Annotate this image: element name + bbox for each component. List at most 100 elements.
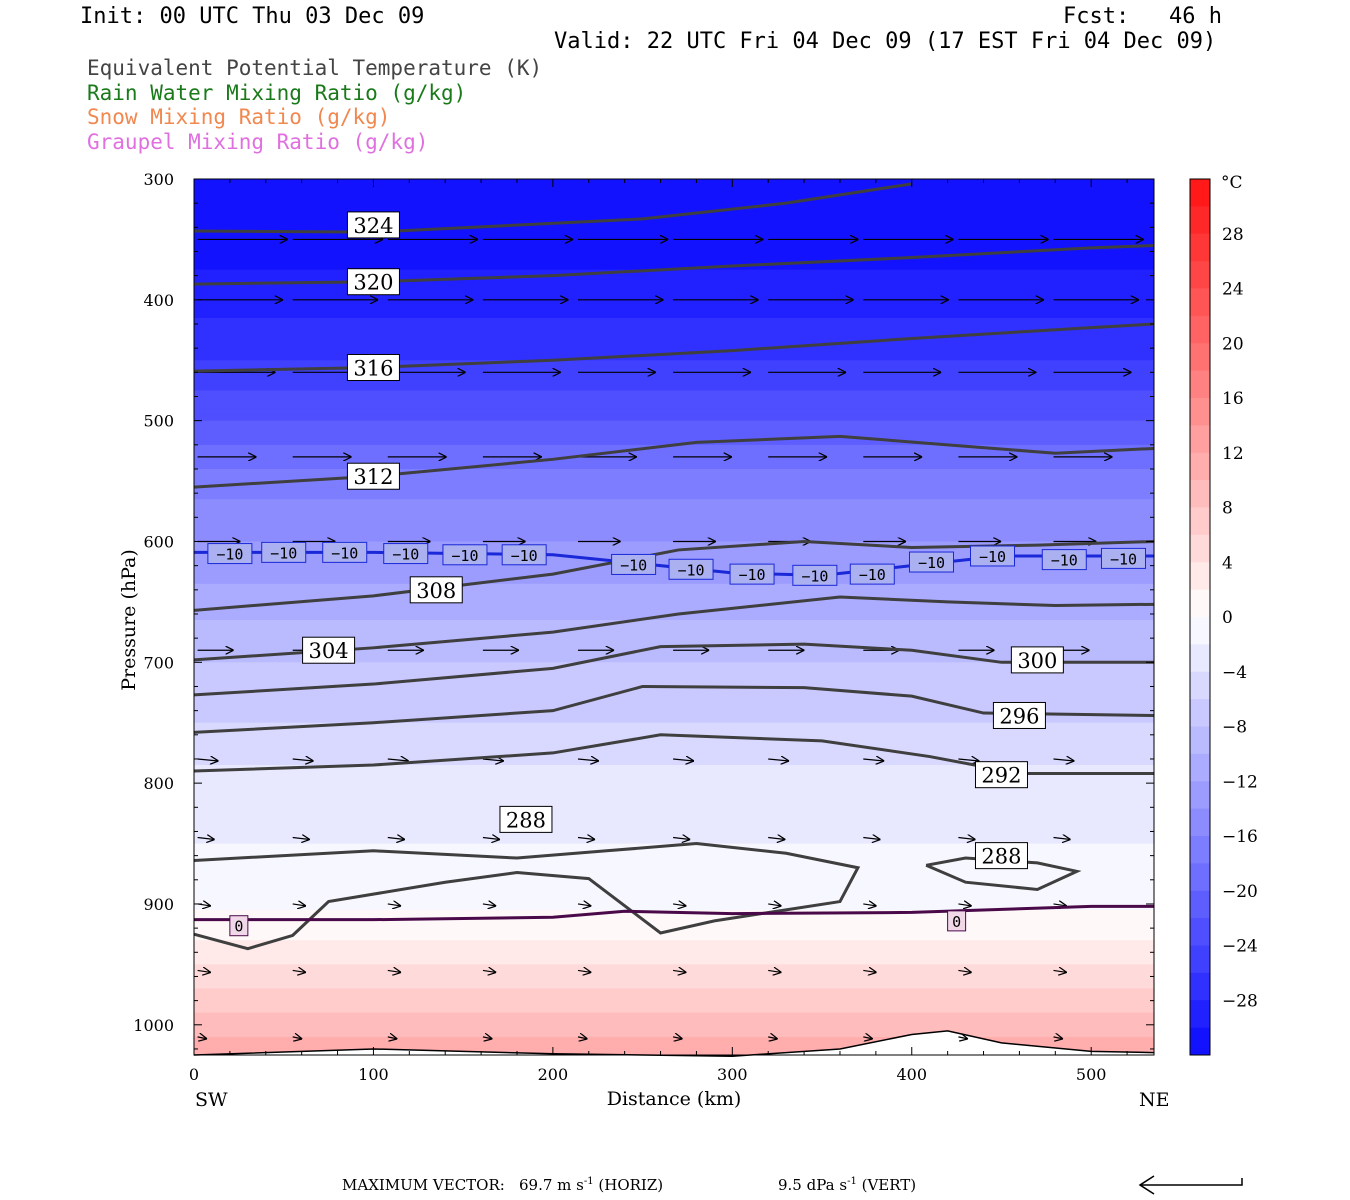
fill-band — [194, 650, 1154, 657]
wind-vector — [292, 759, 314, 761]
fill-band — [194, 499, 1154, 506]
fill-band — [194, 215, 1154, 222]
fill-band — [194, 674, 1154, 682]
horiz-unit: (HORIZ) — [598, 1176, 664, 1194]
fill-band — [194, 420, 1154, 428]
colorbar-tick-label: −4 — [1222, 663, 1247, 683]
max-vector-vert: 9.5 dPa s-1 (VERT) — [778, 1176, 916, 1194]
fill-band — [194, 197, 1154, 204]
isotherm-label: 0 — [952, 913, 961, 931]
isotherm-label: −10 — [1051, 552, 1078, 570]
isotherm-label: −10 — [859, 566, 886, 584]
fill-band — [194, 632, 1154, 639]
wind-vector — [482, 838, 500, 840]
valid-time: Valid: 22 UTC Fri 04 Dec 09 (17 EST Fri … — [554, 29, 1217, 54]
fill-band — [194, 336, 1154, 343]
fill-band — [194, 1024, 1154, 1032]
colorbar-unit: °C — [1221, 173, 1243, 193]
wind-vector — [197, 970, 211, 972]
colorbar-band — [1190, 890, 1210, 919]
isotherm-label-box — [1041, 549, 1087, 571]
fill-band — [194, 771, 1154, 778]
fill-band — [194, 728, 1154, 736]
y-tick-label: 800 — [143, 774, 174, 793]
isotherm-label: −10 — [739, 566, 766, 584]
vert-exponent: -1 — [847, 1176, 857, 1187]
isotherm-label-box — [501, 544, 547, 566]
colorbar-band — [1190, 644, 1210, 673]
wind-vector — [482, 1037, 493, 1039]
contour-label: 324 — [353, 214, 393, 238]
fill-band — [194, 722, 1154, 730]
contour-label-box — [499, 805, 553, 833]
isotherm-label: 0 — [234, 918, 243, 936]
isotherm-line — [194, 904, 1154, 922]
wind-vector — [482, 759, 504, 761]
fill-band — [194, 203, 1154, 210]
colorbar-band — [1190, 507, 1210, 536]
fill-band — [194, 402, 1154, 410]
fill-band — [194, 734, 1154, 742]
fill-band — [194, 299, 1154, 307]
fill-band — [194, 523, 1154, 530]
fill-band — [194, 777, 1154, 784]
fill-band — [194, 589, 1154, 597]
x-tick-label: 300 — [717, 1065, 748, 1084]
fill-band — [194, 305, 1154, 313]
isotherm-label-box — [442, 544, 488, 566]
fill-band — [194, 1000, 1154, 1008]
fill-band — [194, 462, 1154, 470]
colorbar-band — [1190, 1027, 1210, 1056]
wind-vector — [482, 904, 496, 906]
fill-band — [194, 179, 1154, 186]
isotherm-label: −10 — [677, 561, 704, 579]
fill-band — [194, 698, 1154, 706]
fill-band — [194, 281, 1154, 289]
fill-band — [194, 765, 1154, 772]
legend-rain-water: Rain Water Mixing Ratio (g/kg) — [87, 81, 467, 105]
fill-band — [194, 553, 1154, 561]
isotherm-label-box — [729, 563, 775, 585]
fill-band — [194, 239, 1154, 247]
y-tick-label: 700 — [143, 653, 174, 672]
isotherm-label-box — [668, 558, 714, 580]
fill-band — [194, 1042, 1154, 1050]
fill-band — [194, 245, 1154, 253]
colorbar-band — [1190, 699, 1210, 727]
colorbar-band — [1190, 1000, 1210, 1029]
fill-band — [194, 378, 1154, 386]
wind-vector — [768, 1037, 778, 1039]
isotherm-label: −10 — [331, 544, 358, 562]
wind-vector — [1053, 759, 1075, 761]
fill-band — [194, 843, 1154, 851]
fill-band — [194, 257, 1154, 265]
fill-band — [194, 438, 1154, 446]
fill-band — [194, 686, 1154, 694]
wind-vector — [482, 970, 496, 972]
isotherm-label-box — [1100, 547, 1146, 569]
fill-band — [194, 517, 1154, 524]
fill-band — [194, 716, 1154, 724]
plot-frame — [193, 178, 1155, 1056]
contour-label-box — [346, 462, 400, 490]
fill-band — [194, 626, 1154, 633]
fill-band — [194, 535, 1154, 543]
colorbar-band — [1190, 753, 1210, 782]
x-tick-label: 200 — [538, 1065, 569, 1084]
wind-vector — [387, 970, 401, 972]
reference-vector-icon — [1138, 1175, 1243, 1195]
fill-band — [194, 529, 1154, 537]
colorbar-tick-label: 16 — [1222, 389, 1244, 409]
fill-band — [194, 354, 1154, 361]
fill-band — [194, 783, 1154, 790]
fill-band — [194, 952, 1154, 959]
colorbar-tick-label: −24 — [1222, 937, 1258, 957]
fill-band — [194, 233, 1154, 241]
contour-label-box — [346, 353, 400, 381]
isotherm-label-box — [947, 910, 967, 932]
fill-band — [194, 1006, 1154, 1014]
contour-label-box — [974, 761, 1028, 789]
isotherms: −10 −10 −10 −10 −10 −10 −10 −10 −10 −10 −10 −10 −10 −… — [194, 541, 1154, 937]
x-end-label-ne: NE — [1139, 1089, 1170, 1111]
fill-band — [194, 251, 1154, 259]
